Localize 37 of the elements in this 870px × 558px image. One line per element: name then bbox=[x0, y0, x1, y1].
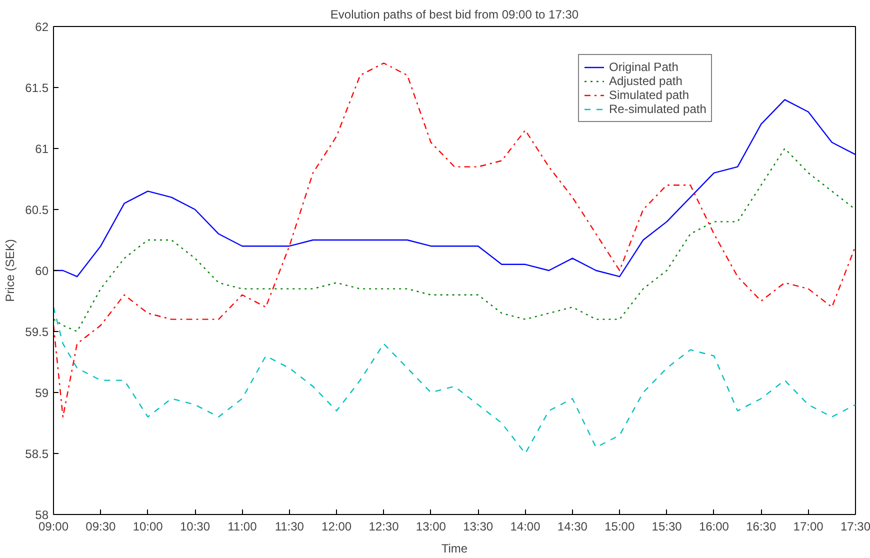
x-tick-label: 14:00 bbox=[510, 520, 541, 534]
x-tick-label: 09:30 bbox=[86, 520, 116, 534]
line-series bbox=[54, 306, 856, 454]
x-tick-label: 17:30 bbox=[840, 520, 870, 534]
y-tick-label: 61 bbox=[35, 142, 49, 156]
x-tick-label: 14:30 bbox=[557, 520, 588, 534]
x-tick-label: 11:00 bbox=[228, 520, 258, 534]
y-tick-label: 60 bbox=[35, 264, 49, 278]
x-tick-label: 16:30 bbox=[746, 520, 776, 534]
x-tick-label: 12:30 bbox=[368, 520, 400, 534]
legend-label: Re-simulated path bbox=[609, 102, 706, 116]
x-axis-title: Time bbox=[441, 542, 468, 556]
x-tick-label: 13:30 bbox=[463, 520, 494, 534]
x-tick-label: 17:00 bbox=[793, 520, 824, 534]
line-series bbox=[54, 148, 856, 332]
y-tick-label: 60.5 bbox=[25, 203, 49, 217]
legend-label: Adjusted path bbox=[609, 74, 682, 88]
y-tick-label: 59.5 bbox=[25, 325, 49, 339]
legend-label: Simulated path bbox=[609, 88, 690, 102]
y-axis-title: Price (SEK) bbox=[3, 239, 18, 302]
y-tick-label: 59 bbox=[35, 386, 49, 400]
x-tick-label: 09:00 bbox=[38, 520, 69, 534]
x-tick-label: 11:30 bbox=[274, 520, 304, 534]
x-tick-label: 10:00 bbox=[132, 520, 164, 534]
x-tick-label: 16:00 bbox=[698, 520, 730, 534]
chart-title: Evolution paths of best bid from 09:00 to 17:30 bbox=[330, 8, 579, 22]
x-tick-label: 15:30 bbox=[652, 520, 682, 534]
y-tick-label: 61.5 bbox=[25, 81, 49, 95]
y-tick-label: 58.5 bbox=[25, 447, 49, 461]
x-tick-label: 10:30 bbox=[180, 520, 210, 534]
x-tick-label: 15:00 bbox=[604, 520, 635, 534]
y-tick-label: 62 bbox=[35, 20, 49, 34]
y-tick-label: 58 bbox=[35, 508, 49, 522]
line-series bbox=[54, 62, 856, 418]
x-tick-label: 12:00 bbox=[322, 520, 352, 534]
legend-label: Original Path bbox=[609, 60, 678, 74]
x-tick-label: 13:00 bbox=[416, 520, 446, 534]
